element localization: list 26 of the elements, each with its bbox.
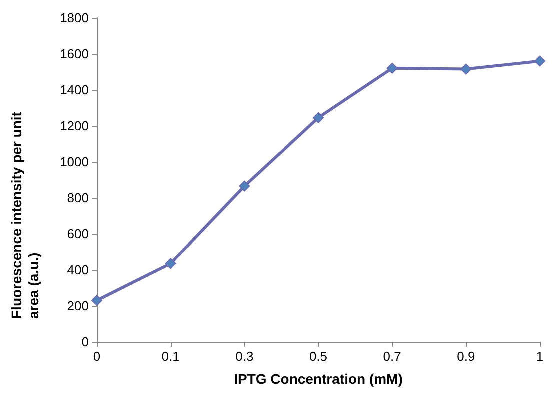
y-tick-label: 0	[82, 334, 89, 350]
x-tick-label: 1	[536, 349, 544, 364]
y-tick-label: 1200	[60, 118, 89, 134]
y-tick-label: 1000	[60, 154, 89, 170]
y-tick-label: 1800	[60, 10, 89, 26]
point	[534, 56, 546, 67]
y-tick-label: 200	[67, 298, 89, 314]
y-tick-label: 800	[67, 190, 89, 206]
point	[165, 258, 176, 270]
point	[460, 64, 472, 75]
x-tick-label: 0.9	[457, 349, 476, 364]
x-tick-label: 0.5	[309, 349, 328, 364]
x-tick-label: 0.7	[383, 349, 402, 364]
y-tick-label: 400	[67, 262, 89, 278]
y-tick-label: 1400	[60, 82, 89, 98]
y-tick-label: 600	[67, 226, 89, 242]
point	[386, 62, 398, 74]
point	[239, 180, 250, 192]
x-tick-label: 0.3	[236, 349, 254, 364]
x-axis-title: IPTG Concentration (mM)	[234, 371, 403, 387]
point	[92, 295, 102, 306]
point	[313, 112, 324, 124]
x-tick-label: 0.1	[162, 349, 180, 364]
y-tick-label: 1600	[60, 46, 89, 62]
y-axis-title: Fluorescence intensity per unit area (a.u.)	[8, 108, 42, 319]
x-tick-label: 0	[93, 349, 101, 364]
